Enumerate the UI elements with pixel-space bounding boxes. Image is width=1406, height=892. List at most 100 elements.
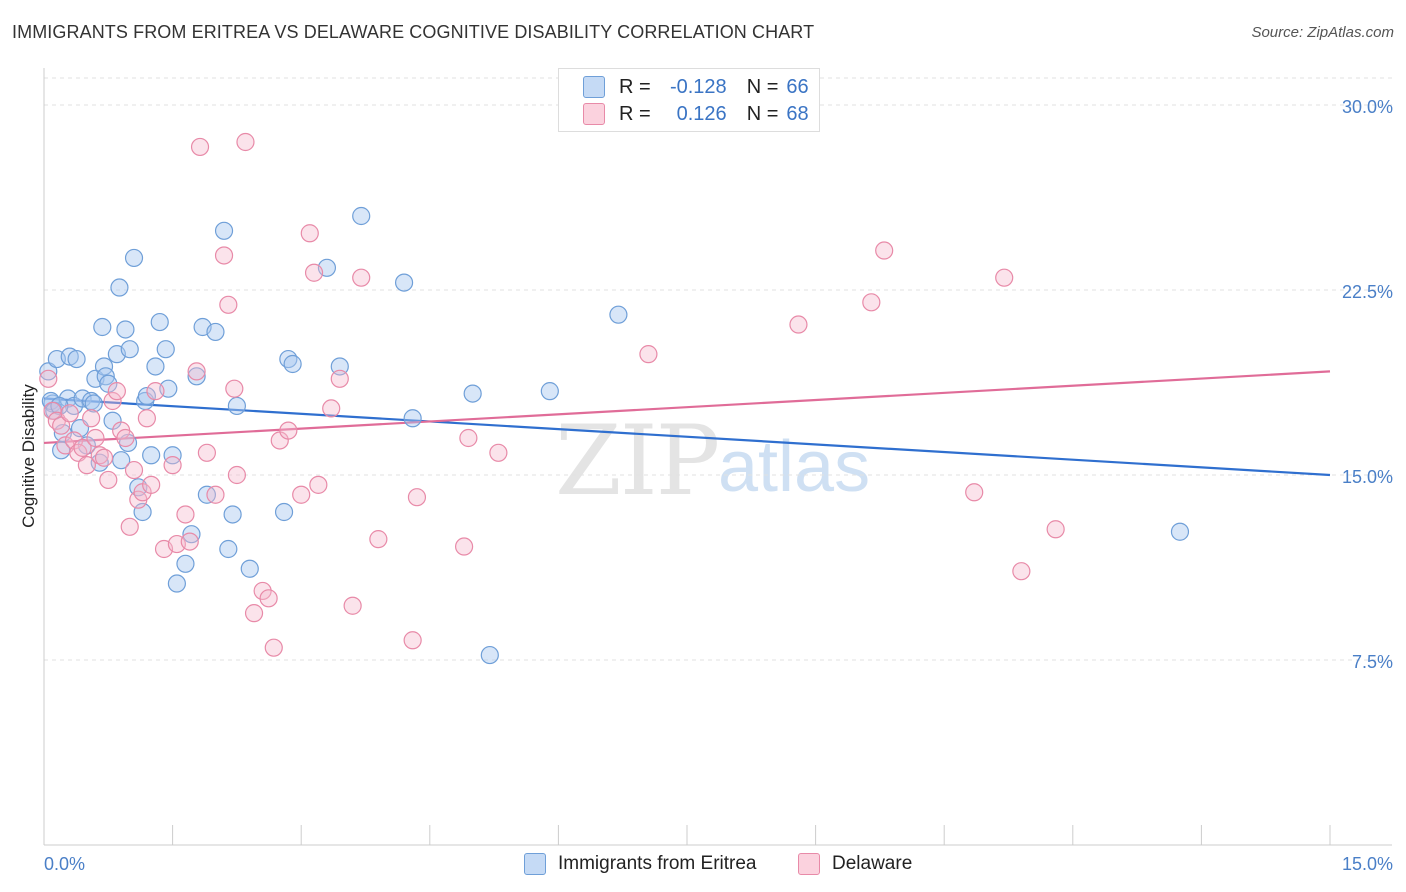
point-delaware: [137, 409, 156, 428]
y-tick-label: 22.5%: [1342, 282, 1393, 302]
point-delaware: [489, 443, 508, 462]
point-eritrea: [214, 221, 234, 240]
tick-labels: 30.0% 22.5% 15.0% 7.5% 0.0% 15.0%: [44, 97, 1393, 874]
point-delaware: [454, 537, 474, 556]
point-eritrea: [219, 539, 238, 559]
legend-row-eritrea: R = -0.128 N = 66: [583, 74, 809, 100]
point-delaware: [206, 485, 225, 504]
bottom-legend-swatch-eritrea: [524, 853, 546, 875]
legend-n-value-eritrea: 66: [786, 75, 809, 98]
point-eritrea: [163, 446, 182, 465]
correlation-legend: R = -0.128 N = 66 R = 0.126 N = 68: [558, 68, 820, 132]
bottom-legend-swatch-delaware: [798, 853, 820, 875]
point-eritrea: [176, 554, 195, 573]
bottom-legend-delaware: Delaware: [798, 852, 912, 876]
point-delaware: [39, 369, 58, 388]
point-eritrea: [124, 248, 144, 268]
point-delaware: [146, 382, 165, 401]
point-delaware: [116, 428, 135, 448]
legend-r-label: R =: [619, 75, 651, 98]
point-delaware: [120, 517, 139, 536]
point-eritrea: [330, 357, 349, 376]
watermark-zip: ZIP: [555, 405, 720, 517]
bottom-legend-label-eritrea: Immigrants from Eritrea: [558, 853, 757, 874]
point-delaware: [343, 596, 362, 615]
point-delaware: [180, 532, 199, 551]
point-eritrea: [93, 317, 112, 337]
legend-swatch-delaware: [583, 103, 605, 125]
legend-n-value-delaware: 68: [786, 102, 809, 125]
point-eritrea: [1170, 522, 1190, 541]
point-eritrea: [167, 574, 186, 593]
trend-lines: [43, 370, 1331, 477]
point-delaware: [86, 428, 105, 448]
point-delaware: [300, 224, 319, 243]
point-eritrea: [187, 367, 206, 386]
legend-r-value-eritrea: -0.128: [669, 75, 727, 98]
point-eritrea: [540, 382, 559, 401]
point-eritrea: [150, 312, 169, 332]
point-delaware: [1046, 520, 1065, 539]
point-eritrea: [67, 349, 86, 369]
point-delaware: [407, 488, 427, 507]
legend-n-label: N =: [746, 102, 779, 125]
point-delaware: [304, 263, 324, 282]
legend-r-value-delaware: 0.126: [676, 102, 727, 125]
point-eritrea: [110, 278, 129, 297]
point-delaware: [259, 589, 278, 608]
point-delaware: [789, 315, 808, 334]
point-delaware: [82, 409, 101, 428]
point-delaware: [187, 362, 206, 381]
point-delaware: [862, 293, 881, 312]
legend-row-delaware: R = 0.126 N = 68: [583, 101, 809, 127]
point-eritrea: [60, 347, 79, 366]
point-delaware: [227, 465, 246, 485]
point-delaware: [107, 382, 126, 401]
point-delaware: [965, 483, 984, 502]
point-delaware: [322, 399, 341, 418]
point-delaware: [99, 470, 118, 490]
point-delaware: [163, 456, 182, 475]
bottom-legend-eritrea: Immigrants from Eritrea: [524, 852, 756, 876]
point-eritrea: [84, 394, 103, 413]
point-eritrea: [116, 320, 135, 339]
point-delaware: [103, 391, 122, 411]
trend-line-eritrea: [43, 397, 1331, 477]
point-eritrea: [283, 354, 302, 374]
point-eritrea: [39, 362, 58, 381]
axes: [43, 68, 1392, 846]
point-delaware: [309, 475, 328, 494]
point-eritrea: [182, 525, 201, 544]
point-eritrea: [352, 206, 371, 226]
legend-n-label: N =: [746, 75, 779, 98]
y-tick-label: 30.0%: [1342, 97, 1393, 117]
point-delaware: [244, 604, 264, 623]
bottom-legend-label-delaware: Delaware: [832, 853, 913, 874]
point-eritrea: [146, 357, 165, 376]
legend-swatch-eritrea: [583, 76, 605, 98]
point-delaware: [214, 246, 234, 265]
point-delaware: [60, 404, 79, 423]
point-delaware: [369, 530, 388, 549]
point-delaware: [639, 345, 658, 364]
point-eritrea: [480, 645, 499, 665]
point-eritrea: [223, 505, 242, 524]
point-delaware: [73, 438, 92, 457]
data-points: [39, 132, 1190, 665]
chart-title: IMMIGRANTS FROM ERITREA VS DELAWARE COGN…: [12, 22, 815, 42]
point-delaware: [236, 132, 255, 152]
point-eritrea: [96, 367, 115, 386]
source-label: Source: ZipAtlas.com: [1251, 24, 1394, 41]
point-delaware: [52, 416, 71, 435]
point-delaware: [875, 241, 894, 260]
point-delaware: [142, 475, 161, 494]
point-delaware: [330, 369, 349, 388]
point-eritrea: [120, 340, 139, 359]
point-eritrea: [206, 322, 225, 342]
point-eritrea: [142, 446, 161, 465]
y-tick-label: 7.5%: [1352, 652, 1393, 672]
point-eritrea: [227, 396, 246, 416]
point-delaware: [124, 460, 144, 480]
point-delaware: [1012, 562, 1031, 581]
